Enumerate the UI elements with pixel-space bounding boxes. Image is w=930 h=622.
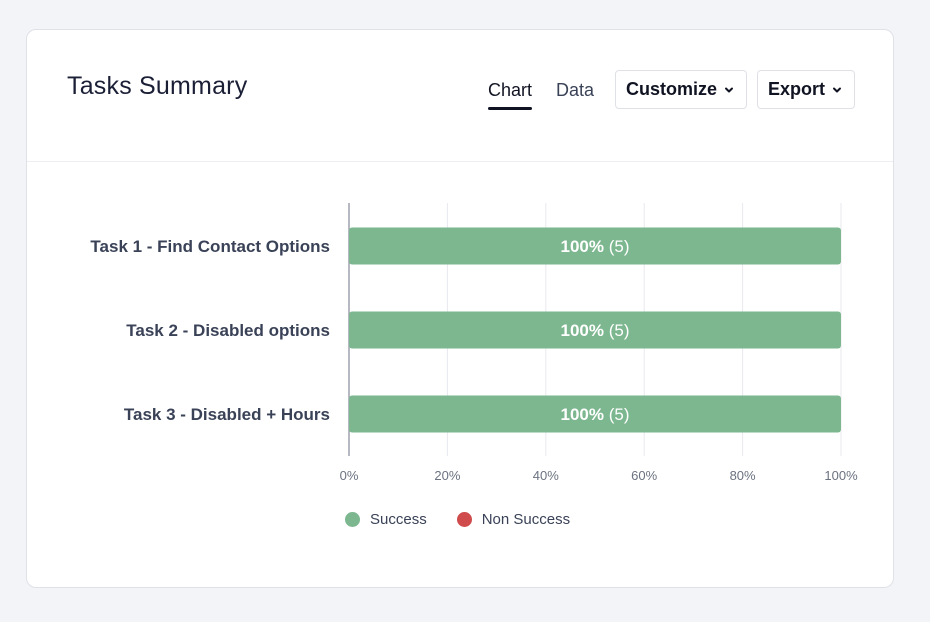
category-label: Task 1 - Find Contact Options [90, 237, 330, 256]
legend-success-swatch [345, 512, 360, 527]
tasks-summary-card: Tasks Summary Chart Data Customize Expor… [26, 29, 894, 588]
tab-data[interactable]: Data [556, 80, 594, 101]
bar-success [349, 227, 841, 265]
legend-non-success-swatch [456, 512, 472, 527]
bar-data-label: 100% (5) [561, 321, 630, 340]
x-tick-label: 0% [340, 468, 359, 483]
bar-success [349, 395, 841, 433]
export-button[interactable]: Export [757, 70, 855, 109]
bar-success [349, 311, 841, 349]
legend-non-success-label: Non Success [481, 511, 571, 528]
x-tick-label: 20% [434, 468, 460, 483]
x-tick-label: 40% [533, 468, 559, 483]
card-header: Tasks Summary Chart Data Customize Expor… [27, 30, 893, 162]
x-tick-label: 80% [730, 468, 756, 483]
chevron-down-icon [725, 87, 734, 92]
chart-area: 0% 20% 40% 60% 80% 100% Task 1 - Find Contact … [27, 161, 893, 587]
tab-data-label: Data [556, 80, 595, 100]
tab-chart-label: Chart [488, 80, 533, 100]
x-tick-label: 100% [824, 468, 858, 483]
category-label: Task 3 - Disabled + Hours [124, 405, 330, 424]
customize-label: Customize [626, 79, 718, 99]
export-label: Export [768, 79, 826, 99]
tasks-bar-chart: 0% 20% 40% 60% 80% 100% Task 1 - Find Contact … [90, 203, 858, 483]
chevron-down-icon [833, 87, 842, 92]
legend-item-success[interactable]: Success [345, 511, 427, 528]
page-title: Tasks Summary [67, 72, 248, 100]
chart-legend: Success Non Success [345, 511, 600, 528]
category-label: Task 2 - Disabled options [126, 321, 330, 340]
tab-chart[interactable]: Chart [488, 80, 533, 110]
active-tab-indicator [488, 107, 533, 110]
legend-success-label: Success [370, 511, 427, 528]
bar-data-label: 100% (5) [561, 405, 630, 424]
x-tick-label: 60% [631, 468, 657, 483]
customize-button[interactable]: Customize [615, 70, 747, 109]
legend-item-non-success[interactable]: Non Success [456, 511, 571, 528]
bar-data-label: 100% (5) [561, 237, 630, 256]
